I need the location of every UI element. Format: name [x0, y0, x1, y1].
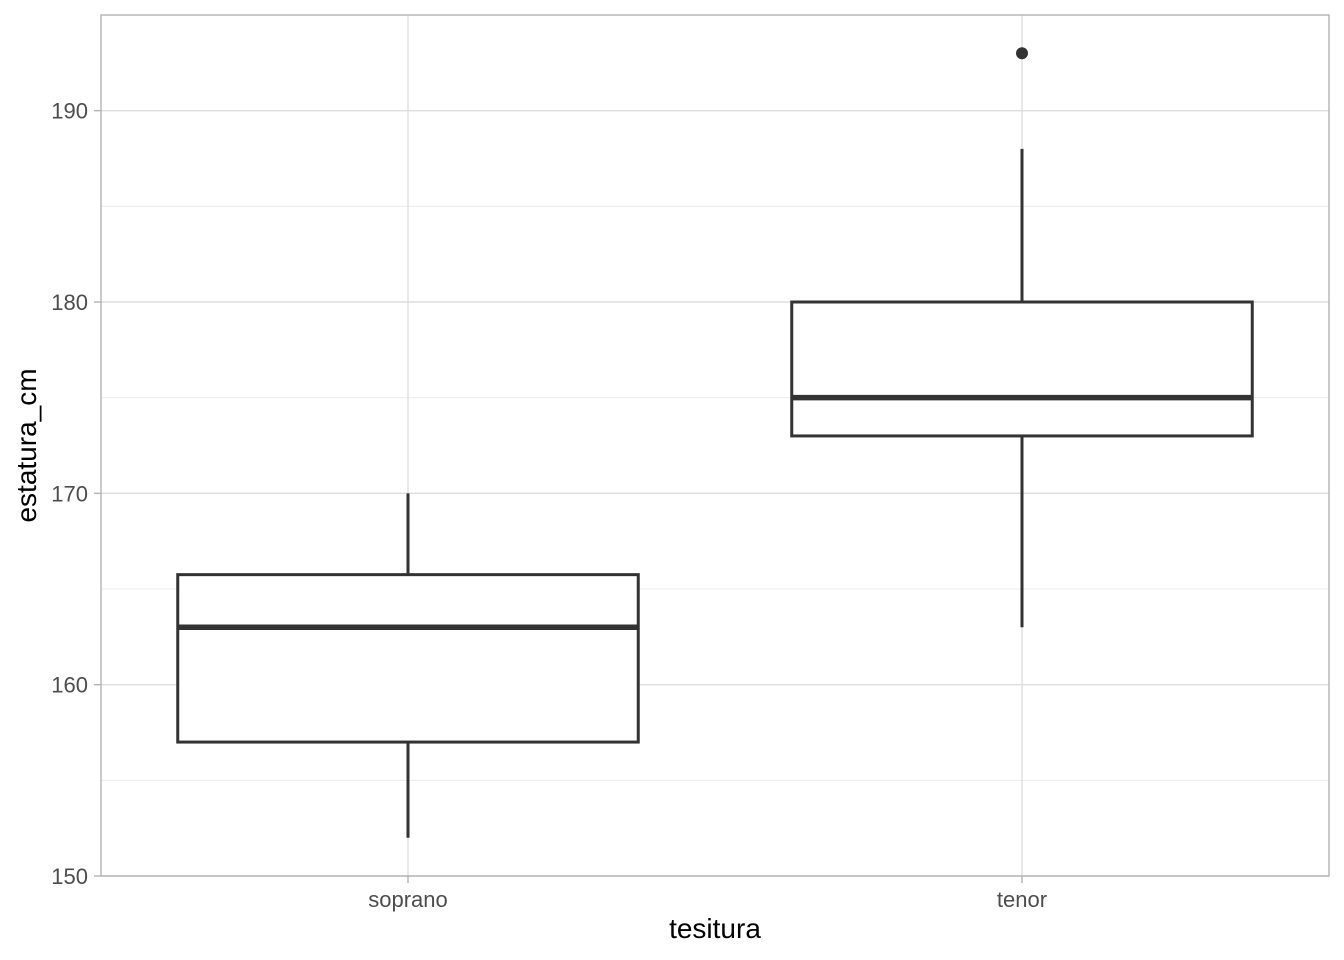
- y-axis-title: estatura_cm: [11, 368, 42, 522]
- interquartile-box: [790, 300, 1254, 438]
- interquartile-box: [176, 573, 640, 744]
- major-gridlines: [101, 15, 1329, 877]
- y-tick-label: 190: [51, 99, 88, 124]
- y-tick-label: 150: [51, 864, 88, 889]
- box-series: [176, 47, 1254, 838]
- y-tick-label: 170: [51, 481, 88, 506]
- y-tick-label: 180: [51, 290, 88, 315]
- box-soprano: [176, 493, 640, 838]
- x-axis-ticks: soprano tenor: [368, 876, 1047, 912]
- plot-panel-border: [100, 14, 1330, 877]
- y-tick-label: 160: [51, 673, 88, 698]
- outlier-point: [1016, 47, 1028, 60]
- y-axis-ticks: 150 160 170 180 190: [51, 99, 101, 889]
- x-tick-label: soprano: [368, 887, 448, 912]
- x-tick-label: tenor: [997, 887, 1047, 912]
- box-tenor: [790, 47, 1254, 628]
- x-axis-title: tesitura: [669, 913, 761, 944]
